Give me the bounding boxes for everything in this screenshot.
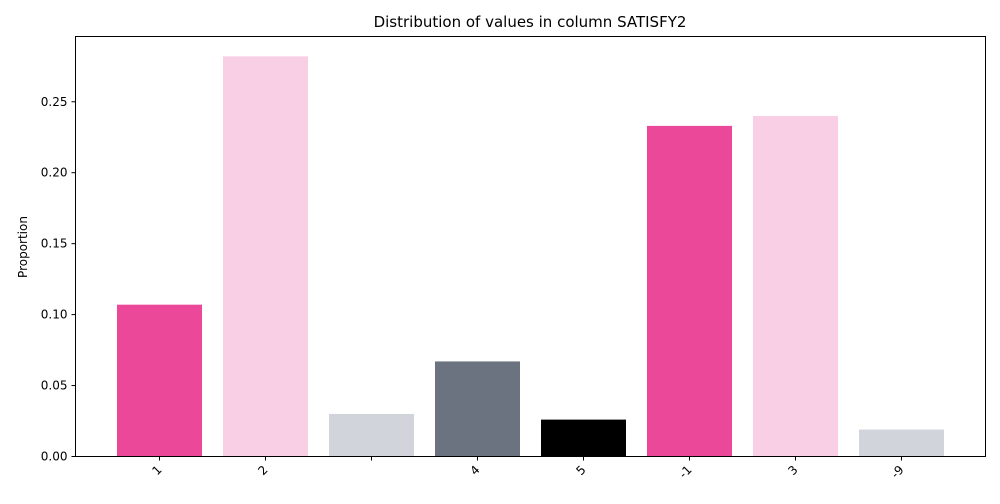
bar: [329, 413, 414, 457]
x-tick-label: -1: [676, 463, 694, 481]
bar: [435, 361, 520, 457]
y-tick-label: 0.25: [41, 95, 68, 109]
bar: [541, 419, 626, 457]
bar: [223, 56, 308, 457]
bar: [117, 304, 202, 457]
y-tick-label: 0.10: [41, 308, 68, 322]
y-tick-label: 0.15: [41, 237, 68, 251]
y-axis-ticks: 0.00 0.05 0.10 0.15 0.20 0.25: [41, 95, 76, 464]
bar: [647, 125, 732, 457]
bar: [753, 115, 838, 457]
x-tick-label: -9: [888, 463, 906, 481]
x-tick-label: 4: [467, 463, 482, 478]
bars-group: [117, 56, 944, 457]
x-tick-label: 1: [149, 463, 164, 478]
y-tick-label: 0.05: [41, 379, 68, 393]
x-tick-label: 2: [255, 463, 270, 478]
y-tick-label: 0.00: [41, 450, 68, 464]
chart-title: Distribution of values in column SATISFY…: [374, 13, 687, 31]
x-axis-ticks: 1 2 4 5 -1 3 -9: [149, 456, 907, 481]
bar: [859, 429, 944, 457]
y-tick-label: 0.20: [41, 166, 68, 180]
x-tick-label: 3: [785, 463, 800, 478]
x-tick-label: 5: [573, 463, 588, 478]
plot-frame: [75, 36, 986, 457]
y-axis-label: Proportion: [16, 216, 30, 278]
